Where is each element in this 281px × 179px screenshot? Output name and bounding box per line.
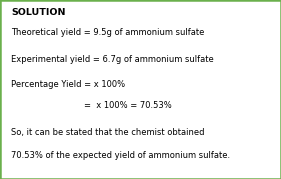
Text: Experimental yield = 6.7g of ammonium sulfate: Experimental yield = 6.7g of ammonium su…: [11, 55, 214, 64]
Text: SOLUTION: SOLUTION: [11, 8, 66, 17]
Text: =  x 100% = 70.53%: = x 100% = 70.53%: [84, 101, 172, 110]
Text: Percentage Yield = x 100%: Percentage Yield = x 100%: [11, 80, 125, 89]
Text: 70.53% of the expected yield of ammonium sulfate.: 70.53% of the expected yield of ammonium…: [11, 151, 230, 160]
Text: Theoretical yield = 9.5g of ammonium sulfate: Theoretical yield = 9.5g of ammonium sul…: [11, 28, 205, 37]
Text: So, it can be stated that the chemist obtained: So, it can be stated that the chemist ob…: [11, 128, 205, 137]
